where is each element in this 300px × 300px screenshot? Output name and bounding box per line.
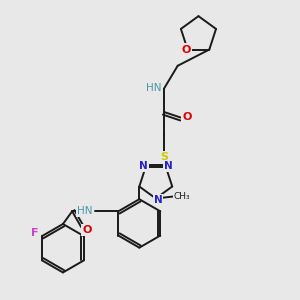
Text: HN: HN <box>77 206 93 216</box>
Text: F: F <box>31 228 39 238</box>
Text: N: N <box>139 161 148 171</box>
Text: O: O <box>182 112 192 122</box>
Text: HN: HN <box>146 83 161 93</box>
Text: O: O <box>82 225 92 235</box>
Text: O: O <box>182 45 191 55</box>
Text: S: S <box>160 152 168 162</box>
Text: N: N <box>164 161 172 171</box>
Text: N: N <box>154 195 163 205</box>
Text: CH₃: CH₃ <box>174 192 190 201</box>
